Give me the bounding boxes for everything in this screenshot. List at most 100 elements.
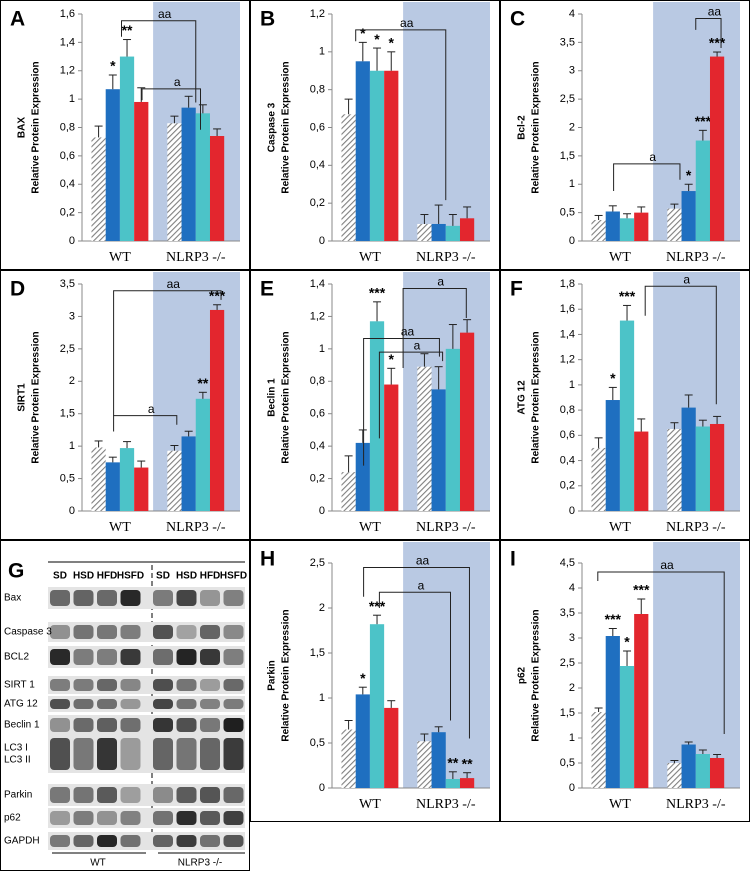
blot-band bbox=[97, 649, 117, 665]
blot-band bbox=[153, 738, 173, 770]
blot-band bbox=[73, 835, 94, 847]
bar bbox=[459, 218, 475, 241]
bar bbox=[341, 729, 356, 788]
error-bar bbox=[463, 206, 472, 219]
y-tick-label: 1,4 bbox=[310, 278, 325, 290]
error-bar bbox=[213, 128, 222, 137]
bar bbox=[105, 462, 120, 511]
error-bar bbox=[137, 87, 146, 102]
y-axis-protein: p62 bbox=[517, 666, 528, 684]
y-axis-label: Relative Protein Expression bbox=[531, 61, 542, 193]
y-tick-label: 3 bbox=[569, 65, 575, 77]
group-label: WT bbox=[109, 250, 131, 265]
error-bar bbox=[373, 47, 382, 71]
error-bar bbox=[698, 129, 707, 141]
blot-band bbox=[97, 738, 117, 770]
knockout-shade bbox=[403, 542, 490, 788]
blot-band bbox=[153, 699, 173, 709]
blot-band bbox=[97, 787, 117, 803]
error-bar bbox=[713, 754, 722, 758]
y-tick-label: 1,4 bbox=[560, 328, 575, 340]
error-bar bbox=[670, 203, 679, 209]
blot-band bbox=[50, 718, 70, 732]
blot-band bbox=[97, 835, 117, 847]
y-axis-label: Relative Protein Expression bbox=[31, 331, 42, 463]
bar bbox=[667, 763, 682, 788]
bracket-label: aa bbox=[167, 277, 181, 291]
row-label: Beclin 1 bbox=[4, 720, 40, 731]
y-tick-label: 0 bbox=[569, 505, 575, 517]
lane-label: SD bbox=[53, 571, 67, 582]
bar bbox=[431, 389, 446, 511]
blot-band bbox=[50, 590, 70, 606]
y-tick-label: 0 bbox=[69, 235, 75, 247]
y-tick-label: 3,5 bbox=[60, 278, 75, 290]
error-bar bbox=[713, 415, 722, 424]
error-bar bbox=[448, 214, 457, 226]
error-bar bbox=[623, 213, 632, 219]
bar bbox=[459, 778, 475, 788]
y-tick-label: 0 bbox=[319, 505, 325, 517]
bracket bbox=[121, 20, 197, 103]
y-tick-label: 1,5 bbox=[310, 647, 325, 659]
bracket bbox=[695, 18, 722, 49]
error-bar bbox=[387, 700, 396, 708]
blot-band bbox=[200, 738, 220, 770]
y-tick-label: 1,5 bbox=[60, 408, 75, 420]
significance: *** bbox=[633, 582, 650, 598]
error-bar bbox=[713, 51, 722, 57]
row-label: SIRT 1 bbox=[4, 680, 35, 691]
group-label: NLRP3 -/- bbox=[416, 520, 476, 535]
group-label: NLRP3 -/- bbox=[416, 797, 476, 812]
bracket-label: a bbox=[437, 275, 444, 289]
blot-band bbox=[120, 649, 141, 665]
lane-label: HFD bbox=[97, 571, 118, 582]
error-bar bbox=[387, 367, 396, 385]
error-bar bbox=[670, 760, 679, 763]
bar bbox=[709, 423, 725, 511]
blot-strip bbox=[48, 832, 245, 850]
bracket bbox=[355, 29, 447, 201]
error-bar bbox=[213, 304, 222, 310]
bar bbox=[619, 666, 635, 788]
error-bar bbox=[344, 98, 353, 115]
blot-band bbox=[176, 699, 197, 709]
bar bbox=[605, 400, 620, 511]
bar bbox=[667, 429, 682, 511]
group-label: WT bbox=[609, 520, 631, 535]
blot-band bbox=[200, 590, 220, 606]
bar bbox=[634, 431, 649, 511]
blot-band bbox=[176, 718, 197, 732]
bar bbox=[459, 332, 475, 511]
blot-band bbox=[223, 590, 244, 606]
bracket-label: aa bbox=[400, 16, 414, 30]
bar bbox=[341, 114, 356, 241]
error-bar bbox=[637, 418, 646, 432]
group-label: WT bbox=[359, 520, 381, 535]
error-bar bbox=[448, 771, 457, 779]
bracket bbox=[113, 290, 222, 416]
significance: * bbox=[389, 351, 395, 367]
y-tick-label: 0,2 bbox=[560, 480, 575, 492]
y-tick-label: 2 bbox=[569, 121, 575, 133]
error-bar bbox=[137, 460, 146, 468]
bar bbox=[209, 309, 225, 511]
blot-band bbox=[200, 718, 220, 732]
y-tick-label: 1,5 bbox=[560, 707, 575, 719]
y-tick-label: 0,2 bbox=[310, 197, 325, 209]
y-tick-label: 0,4 bbox=[60, 178, 75, 190]
blot-band bbox=[153, 787, 173, 803]
blot-band bbox=[176, 679, 197, 691]
bracket bbox=[378, 351, 444, 439]
y-axis-protein: Beclin 1 bbox=[267, 378, 278, 417]
blot-band bbox=[50, 649, 70, 665]
y-tick-label: 0,8 bbox=[60, 121, 75, 133]
blot-band bbox=[97, 811, 117, 825]
y-tick-label: 3 bbox=[569, 632, 575, 644]
blot-band bbox=[223, 718, 244, 732]
bar bbox=[167, 123, 182, 241]
bracket-label: aa bbox=[401, 325, 415, 339]
bar bbox=[667, 208, 682, 241]
group-label: WT bbox=[90, 858, 106, 869]
y-tick-label: 3,5 bbox=[560, 607, 575, 619]
